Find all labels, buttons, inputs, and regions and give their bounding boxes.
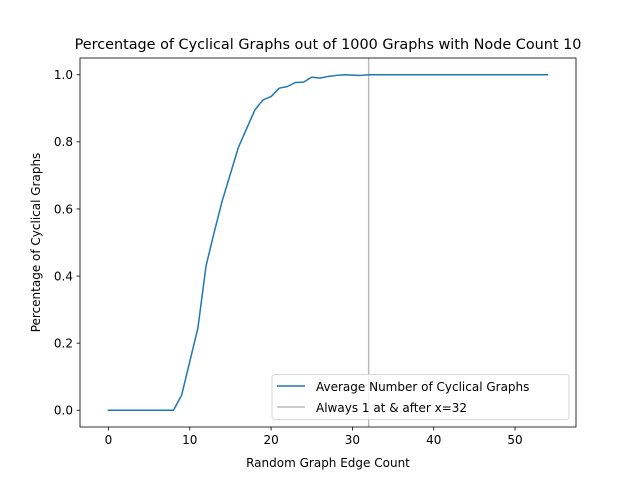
y-tick-label: 0.4 <box>54 269 73 283</box>
y-tick-label: 0.8 <box>54 135 73 149</box>
legend: Average Number of Cyclical Graphs Always… <box>271 374 570 420</box>
legend-box <box>271 374 570 420</box>
x-tick-label: 10 <box>182 433 197 447</box>
x-tick-label: 30 <box>345 433 360 447</box>
x-tick-label: 20 <box>263 433 278 447</box>
legend-label-series: Average Number of Cyclical Graphs <box>316 380 529 394</box>
plot-frame <box>79 57 577 428</box>
y-tick-label: 0.2 <box>54 336 73 350</box>
x-tick-label: 50 <box>507 433 522 447</box>
y-tick-label: 1.0 <box>54 68 73 82</box>
x-axis-label: Random Graph Edge Count <box>246 456 410 470</box>
legend-label-reference: Always 1 at & after x=32 <box>316 401 467 415</box>
y-tick-label: 0.6 <box>54 202 73 216</box>
plot-area <box>80 58 576 427</box>
y-axis-label: Percentage of Cyclical Graphs <box>29 153 43 333</box>
series-line-0 <box>107 74 549 411</box>
chart-title: Percentage of Cyclical Graphs out of 100… <box>75 37 582 53</box>
y-tick-label: 0.0 <box>54 404 73 418</box>
x-tick-label: 40 <box>426 433 441 447</box>
x-tick-label: 0 <box>105 433 113 447</box>
